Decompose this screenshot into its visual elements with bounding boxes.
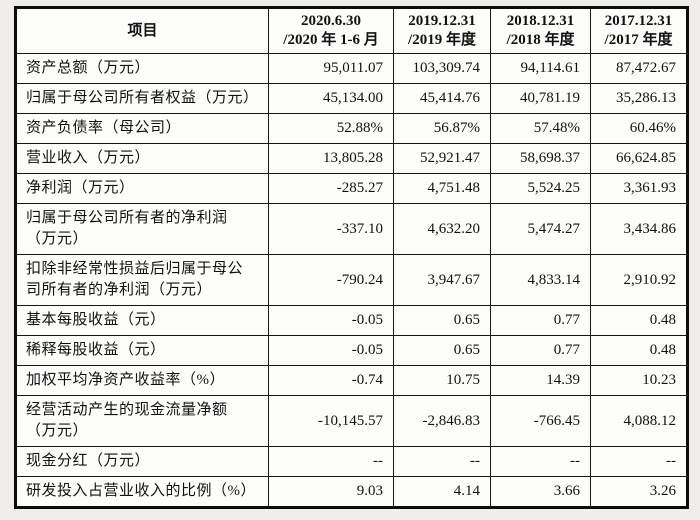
cell-value: 4.14 bbox=[393, 476, 491, 508]
cell-value: 40,781.19 bbox=[490, 83, 591, 114]
cell-value: 0.65 bbox=[393, 305, 491, 336]
table-row: 基本每股收益（元） -0.05 0.65 0.77 0.48 bbox=[15, 305, 688, 336]
cell-value: 3,947.67 bbox=[393, 254, 491, 306]
cell-value: -766.45 bbox=[490, 395, 591, 447]
row-label: 现金分红（万元） bbox=[15, 446, 269, 477]
cell-value: -337.10 bbox=[268, 203, 394, 255]
cell-value: 4,833.14 bbox=[490, 254, 591, 306]
row-label: 净利润（万元） bbox=[15, 173, 269, 204]
cell-value: 5,474.27 bbox=[490, 203, 591, 255]
table-row: 加权平均净资产收益率（%） -0.74 10.75 14.39 10.23 bbox=[15, 365, 688, 396]
table-row: 扣除非经常性损益后归属于母公 司所有者的净利润（万元） -790.24 3,94… bbox=[15, 254, 688, 306]
cell-value: -- bbox=[590, 446, 688, 477]
cell-value: 2,910.92 bbox=[590, 254, 688, 306]
cell-value: 35,286.13 bbox=[590, 83, 688, 114]
cell-value: 10.75 bbox=[393, 365, 491, 396]
cell-value: 3,361.93 bbox=[590, 173, 688, 204]
row-label: 经营活动产生的现金流量净额 （万元） bbox=[15, 395, 269, 447]
cell-value: 95,011.07 bbox=[268, 53, 394, 84]
cell-value: -- bbox=[393, 446, 491, 477]
table-row: 营业收入（万元） 13,805.28 52,921.47 58,698.37 6… bbox=[15, 143, 688, 174]
cell-value: 58,698.37 bbox=[490, 143, 591, 174]
cell-value: -10,145.57 bbox=[268, 395, 394, 447]
table-header-row: 项目 2020.6.30 /2020 年 1-6 月 2019.12.31 /2… bbox=[15, 7, 688, 54]
row-label: 归属于母公司所有者权益（万元） bbox=[15, 83, 269, 114]
cell-value: -0.74 bbox=[268, 365, 394, 396]
cell-value: 87,472.67 bbox=[590, 53, 688, 84]
cell-value: 52,921.47 bbox=[393, 143, 491, 174]
column-header-period-2019: 2019.12.31 /2019 年度 bbox=[393, 7, 491, 54]
cell-value: 57.48% bbox=[490, 113, 591, 144]
cell-value: 9.03 bbox=[268, 476, 394, 508]
cell-value: 45,134.00 bbox=[268, 83, 394, 114]
cell-value: 0.77 bbox=[490, 335, 591, 366]
cell-value: 3.66 bbox=[490, 476, 591, 508]
table-row: 研发投入占营业收入的比例（%） 9.03 4.14 3.66 3.26 bbox=[15, 476, 688, 508]
table-row: 经营活动产生的现金流量净额 （万元） -10,145.57 -2,846.83 … bbox=[15, 395, 688, 447]
cell-value: 66,624.85 bbox=[590, 143, 688, 174]
row-label: 营业收入（万元） bbox=[15, 143, 269, 174]
row-label: 扣除非经常性损益后归属于母公 司所有者的净利润（万元） bbox=[15, 254, 269, 306]
table-row: 资产总额（万元） 95,011.07 103,309.74 94,114.61 … bbox=[15, 53, 688, 84]
cell-value: 0.48 bbox=[590, 305, 688, 336]
cell-value: 14.39 bbox=[490, 365, 591, 396]
table-row: 稀释每股收益（元） -0.05 0.65 0.77 0.48 bbox=[15, 335, 688, 366]
row-label: 资产总额（万元） bbox=[15, 53, 269, 84]
cell-value: -- bbox=[490, 446, 591, 477]
cell-value: 52.88% bbox=[268, 113, 394, 144]
row-label: 研发投入占营业收入的比例（%） bbox=[15, 476, 269, 508]
cell-value: 45,414.76 bbox=[393, 83, 491, 114]
cell-value: 103,309.74 bbox=[393, 53, 491, 84]
cell-value: 5,524.25 bbox=[490, 173, 591, 204]
cell-value: 60.46% bbox=[590, 113, 688, 144]
cell-value: -790.24 bbox=[268, 254, 394, 306]
cell-value: 4,632.20 bbox=[393, 203, 491, 255]
cell-value: 94,114.61 bbox=[490, 53, 591, 84]
cell-value: 3.26 bbox=[590, 476, 688, 508]
column-header-item: 项目 bbox=[15, 7, 269, 54]
cell-value: 4,751.48 bbox=[393, 173, 491, 204]
table-row: 净利润（万元） -285.27 4,751.48 5,524.25 3,361.… bbox=[15, 173, 688, 204]
column-header-period-2017: 2017.12.31 /2017 年度 bbox=[590, 7, 688, 54]
table-row: 现金分红（万元） -- -- -- -- bbox=[15, 446, 688, 477]
financial-summary-table: 项目 2020.6.30 /2020 年 1-6 月 2019.12.31 /2… bbox=[14, 6, 689, 509]
cell-value: 0.77 bbox=[490, 305, 591, 336]
cell-value: 56.87% bbox=[393, 113, 491, 144]
table-row: 归属于母公司所有者的净利润 （万元） -337.10 4,632.20 5,47… bbox=[15, 203, 688, 255]
column-header-period-2020: 2020.6.30 /2020 年 1-6 月 bbox=[268, 7, 394, 54]
row-label: 归属于母公司所有者的净利润 （万元） bbox=[15, 203, 269, 255]
column-header-period-2018: 2018.12.31 /2018 年度 bbox=[490, 7, 591, 54]
table-row: 资产负债率（母公司） 52.88% 56.87% 57.48% 60.46% bbox=[15, 113, 688, 144]
cell-value: 0.48 bbox=[590, 335, 688, 366]
cell-value: 4,088.12 bbox=[590, 395, 688, 447]
cell-value: -285.27 bbox=[268, 173, 394, 204]
row-label: 基本每股收益（元） bbox=[15, 305, 269, 336]
cell-value: 3,434.86 bbox=[590, 203, 688, 255]
row-label: 稀释每股收益（元） bbox=[15, 335, 269, 366]
row-label: 加权平均净资产收益率（%） bbox=[15, 365, 269, 396]
cell-value: 10.23 bbox=[590, 365, 688, 396]
cell-value: -2,846.83 bbox=[393, 395, 491, 447]
cell-value: 13,805.28 bbox=[268, 143, 394, 174]
cell-value: -0.05 bbox=[268, 335, 394, 366]
table-row: 归属于母公司所有者权益（万元） 45,134.00 45,414.76 40,7… bbox=[15, 83, 688, 114]
row-label: 资产负债率（母公司） bbox=[15, 113, 269, 144]
cell-value: -0.05 bbox=[268, 305, 394, 336]
cell-value: 0.65 bbox=[393, 335, 491, 366]
cell-value: -- bbox=[268, 446, 394, 477]
